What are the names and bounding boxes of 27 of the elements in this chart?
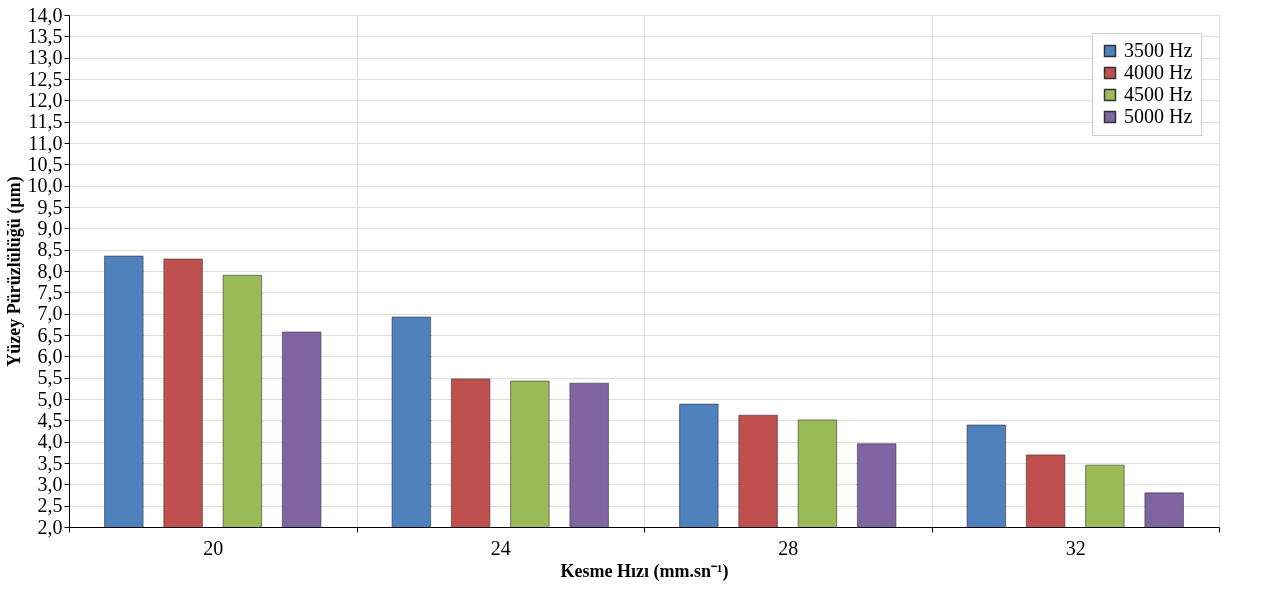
y-tick-label: 3,5: [37, 451, 63, 474]
legend-label: 5000 Hz: [1124, 105, 1193, 127]
x-tick-label: 20: [203, 536, 224, 559]
y-tick-label: 11,5: [28, 110, 63, 133]
legend-label: 4000 Hz: [1124, 61, 1193, 83]
x-tick-label: 32: [1065, 536, 1086, 559]
x-tick-label: 24: [490, 536, 511, 559]
y-tick-label: 6,5: [37, 323, 63, 346]
y-tick-label: 14,0: [27, 3, 63, 26]
y-tick-label: 10,0: [27, 174, 63, 197]
y-tick-label: 5,5: [37, 366, 63, 389]
x-tick-label: 28: [778, 536, 799, 559]
y-tick-label: 5,0: [37, 387, 63, 410]
y-tick-label: 7,0: [37, 302, 63, 325]
y-tick-label: 2,5: [37, 494, 63, 517]
y-tick-label: 2,0: [37, 515, 63, 538]
y-tick-label: 11,0: [28, 131, 63, 154]
y-tick-label: 9,5: [37, 195, 63, 218]
legend-label: 4500 Hz: [1124, 83, 1193, 105]
y-tick-label: 13,0: [27, 46, 63, 69]
y-tick-label: 8,0: [37, 259, 63, 282]
y-tick-label: 4,0: [37, 430, 63, 453]
y-tick-label: 8,5: [37, 238, 63, 261]
x-axis-title: Kesme Hızı (mm.sn⁻¹): [560, 560, 729, 582]
y-tick-label: 12,5: [27, 67, 63, 90]
y-axis-title: Yüzey Pürüzlülüğü (µm): [3, 176, 25, 367]
legend-label: 3500 Hz: [1124, 39, 1193, 61]
